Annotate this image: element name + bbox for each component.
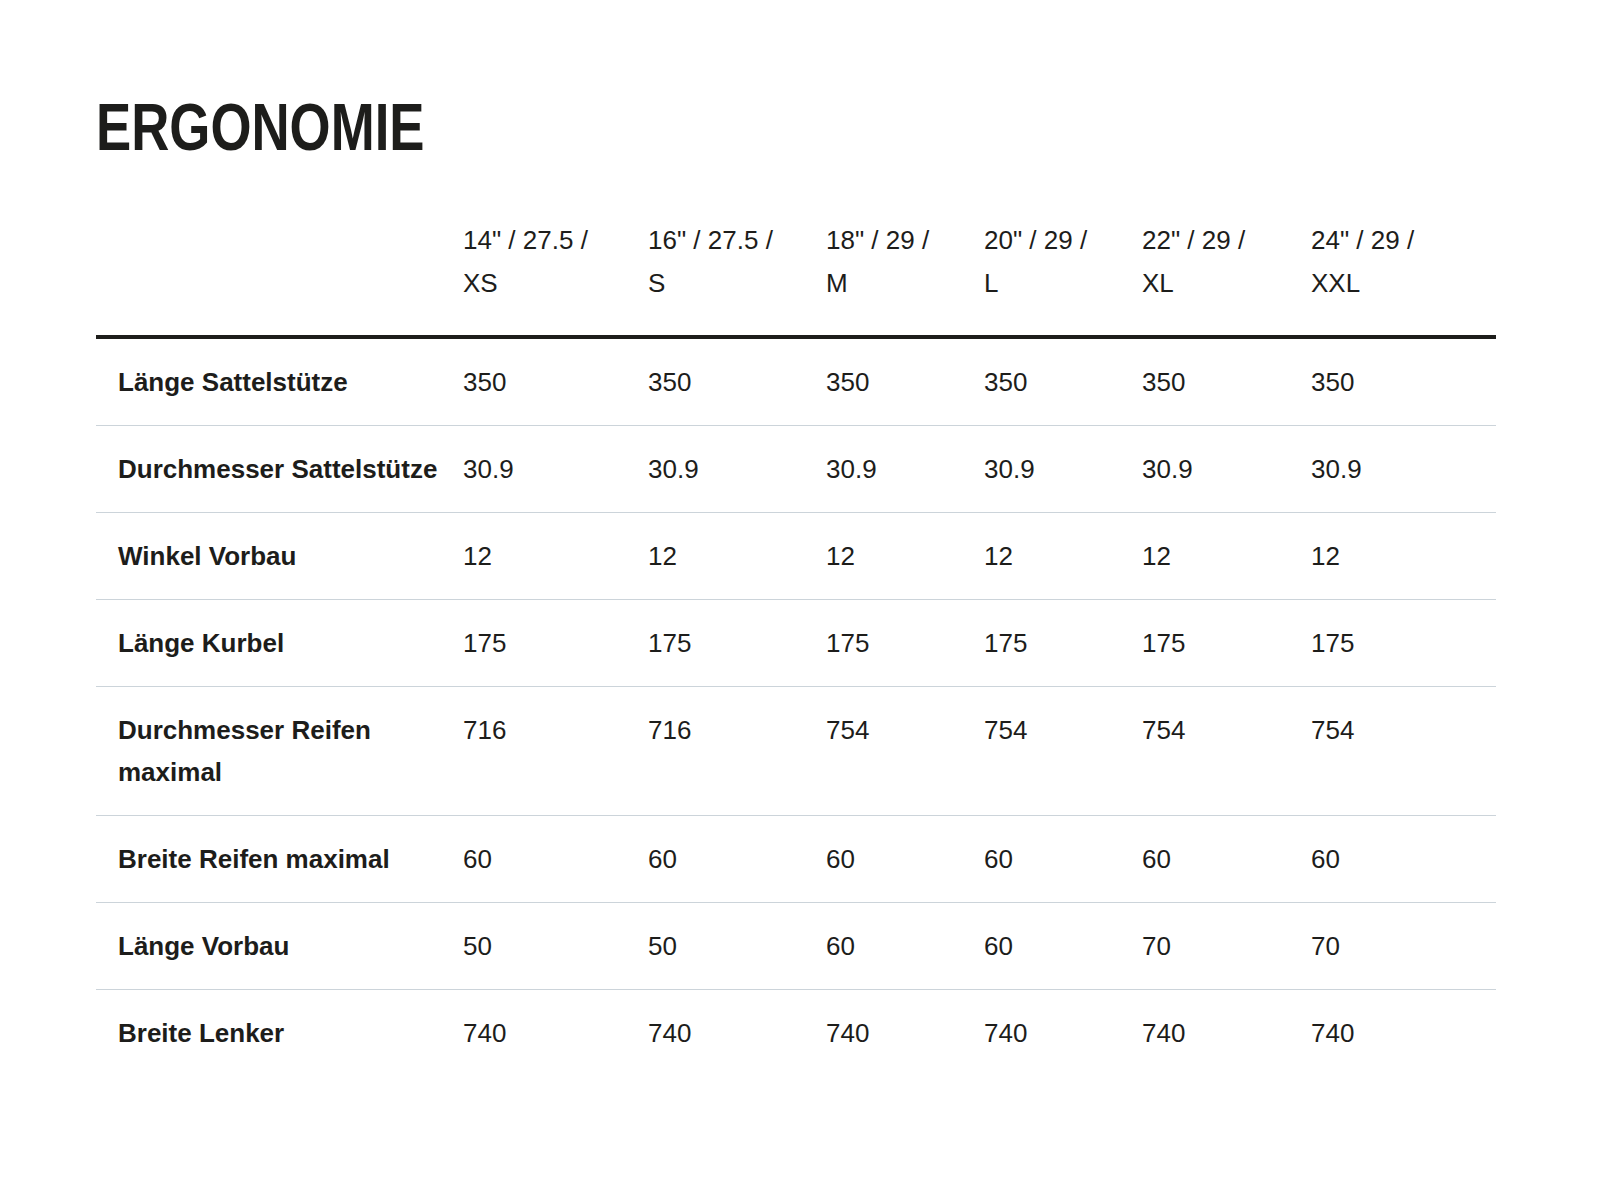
spec-cell: 716	[463, 687, 648, 816]
spec-cell: 350	[826, 337, 984, 426]
spec-cell: 60	[1142, 816, 1311, 903]
column-header-l: 20" / 29 / L	[984, 219, 1142, 337]
table-row-seatpost-length: Länge Sattelstütze 350 350 350 350 350 3…	[96, 337, 1496, 426]
spec-cell: 740	[826, 990, 984, 1077]
spec-cell: 175	[826, 600, 984, 687]
spec-cell: 740	[984, 990, 1142, 1077]
spec-cell: 30.9	[648, 426, 826, 513]
spec-cell: 60	[463, 816, 648, 903]
spec-cell: 740	[1311, 990, 1496, 1077]
column-header-xxl: 24" / 29 / XXL	[1311, 219, 1496, 337]
spec-cell: 175	[984, 600, 1142, 687]
spec-cell: 60	[1311, 816, 1496, 903]
spec-cell: 60	[984, 816, 1142, 903]
spec-cell: 754	[984, 687, 1142, 816]
spec-cell: 30.9	[1142, 426, 1311, 513]
table-row-stem-angle: Winkel Vorbau 12 12 12 12 12 12	[96, 513, 1496, 600]
table-body: Länge Sattelstütze 350 350 350 350 350 3…	[96, 337, 1496, 1076]
row-label: Länge Sattelstütze	[96, 337, 463, 426]
row-label: Winkel Vorbau	[96, 513, 463, 600]
column-header-size: 24" / 29 /	[1311, 219, 1484, 262]
column-header-code: XL	[1142, 262, 1299, 305]
spec-cell: 60	[984, 903, 1142, 990]
table-row-tire-diameter-max: Durchmesser Reifen maximal 716 716 754 7…	[96, 687, 1496, 816]
spec-cell: 350	[1311, 337, 1496, 426]
spec-cell: 754	[1142, 687, 1311, 816]
spec-cell: 30.9	[463, 426, 648, 513]
column-header-code: XXL	[1311, 262, 1484, 305]
column-header-xl: 22" / 29 / XL	[1142, 219, 1311, 337]
spec-cell: 30.9	[1311, 426, 1496, 513]
spec-cell: 30.9	[826, 426, 984, 513]
column-header-size: 16" / 27.5 /	[648, 219, 814, 262]
spec-cell: 175	[1311, 600, 1496, 687]
spec-cell: 175	[463, 600, 648, 687]
spec-cell: 175	[1142, 600, 1311, 687]
column-header-s: 16" / 27.5 / S	[648, 219, 826, 337]
spec-cell: 740	[648, 990, 826, 1077]
column-header-xs: 14" / 27.5 / XS	[463, 219, 648, 337]
spec-cell: 12	[1142, 513, 1311, 600]
spec-cell: 60	[826, 903, 984, 990]
column-header-size: 20" / 29 /	[984, 219, 1130, 262]
spec-cell: 175	[648, 600, 826, 687]
column-header-code: L	[984, 262, 1130, 305]
row-label: Länge Vorbau	[96, 903, 463, 990]
column-header-size: 14" / 27.5 /	[463, 219, 636, 262]
column-header-code: S	[648, 262, 814, 305]
table-row-seatpost-diameter: Durchmesser Sattelstütze 30.9 30.9 30.9 …	[96, 426, 1496, 513]
spec-cell: 70	[1142, 903, 1311, 990]
row-label: Durchmesser Reifen maximal	[96, 687, 463, 816]
column-header-size: 22" / 29 /	[1142, 219, 1299, 262]
row-label: Breite Reifen maximal	[96, 816, 463, 903]
corner-cell	[96, 219, 463, 337]
spec-cell: 754	[826, 687, 984, 816]
ergonomics-table: 14" / 27.5 / XS 16" / 27.5 / S 18" / 29 …	[96, 219, 1496, 1076]
row-label: Länge Kurbel	[96, 600, 463, 687]
header-row: 14" / 27.5 / XS 16" / 27.5 / S 18" / 29 …	[96, 219, 1496, 337]
spec-cell: 12	[648, 513, 826, 600]
spec-cell: 30.9	[984, 426, 1142, 513]
table-row-stem-length: Länge Vorbau 50 50 60 60 70 70	[96, 903, 1496, 990]
spec-cell: 12	[826, 513, 984, 600]
spec-cell: 12	[1311, 513, 1496, 600]
spec-cell: 12	[463, 513, 648, 600]
spec-cell: 350	[1142, 337, 1311, 426]
spec-cell: 754	[1311, 687, 1496, 816]
spec-cell: 70	[1311, 903, 1496, 990]
column-header-m: 18" / 29 / M	[826, 219, 984, 337]
spec-cell: 350	[648, 337, 826, 426]
spec-cell: 60	[648, 816, 826, 903]
table-row-tire-width-max: Breite Reifen maximal 60 60 60 60 60 60	[96, 816, 1496, 903]
spec-cell: 50	[463, 903, 648, 990]
spec-cell: 350	[463, 337, 648, 426]
page-title: ERGONOMIE	[96, 0, 1219, 163]
spec-cell: 740	[1142, 990, 1311, 1077]
column-header-code: M	[826, 262, 972, 305]
table-row-crank-length: Länge Kurbel 175 175 175 175 175 175	[96, 600, 1496, 687]
spec-cell: 12	[984, 513, 1142, 600]
row-label: Durchmesser Sattelstütze	[96, 426, 463, 513]
column-header-size: 18" / 29 /	[826, 219, 972, 262]
spec-cell: 50	[648, 903, 826, 990]
table-row-handlebar-width: Breite Lenker 740 740 740 740 740 740	[96, 990, 1496, 1077]
spec-cell: 716	[648, 687, 826, 816]
column-header-code: XS	[463, 262, 636, 305]
spec-cell: 60	[826, 816, 984, 903]
table-header: 14" / 27.5 / XS 16" / 27.5 / S 18" / 29 …	[96, 219, 1496, 337]
spec-cell: 740	[463, 990, 648, 1077]
row-label: Breite Lenker	[96, 990, 463, 1077]
ergonomics-page: ERGONOMIE 14" / 27.5 / XS 16" / 27.5 / S…	[0, 0, 1600, 1200]
spec-cell: 350	[984, 337, 1142, 426]
